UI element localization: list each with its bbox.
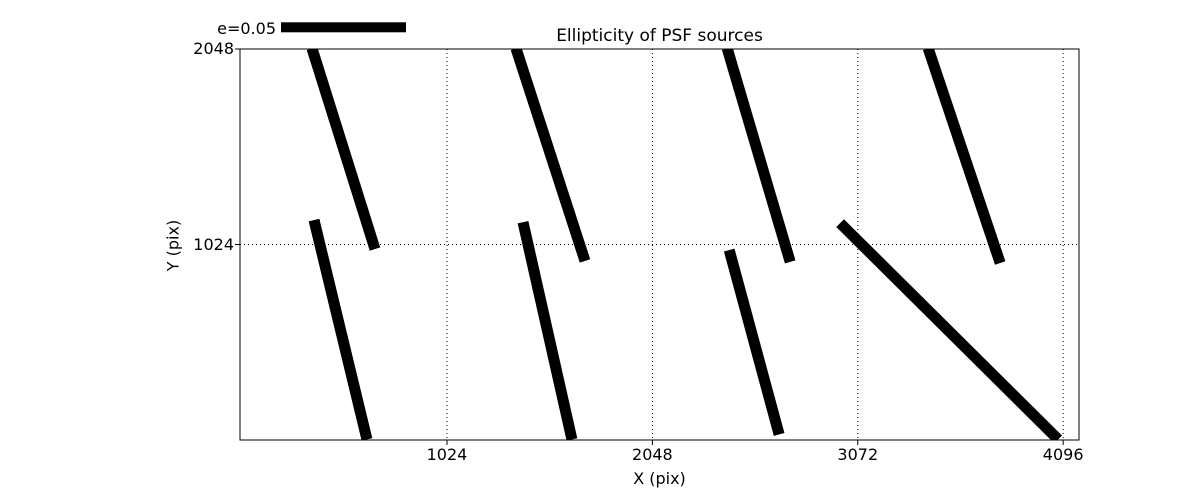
ellipticity-whisker (836, 219, 1063, 440)
x-tick-label: 4096 (1042, 445, 1084, 464)
legend-label: e=0.05 (217, 19, 276, 38)
ellipticity-whisker (723, 248, 785, 436)
whisker-group (306, 49, 1063, 440)
x-tick-label: 2048 (632, 445, 673, 464)
x-tick-label: 1024 (426, 445, 468, 464)
y-axis-label: Y (pix) (163, 219, 183, 272)
ellipticity-whisker (306, 49, 381, 251)
ellipticity-whisker (721, 49, 796, 264)
ellipticity-whisker (517, 220, 578, 440)
x-axis-label: X (pix) (633, 469, 686, 488)
y-tick-label: 1024 (193, 234, 234, 254)
x-tick-label: 3072 (837, 445, 879, 464)
ellipticity-whisker (308, 218, 373, 440)
plot-title: Ellipticity of PSF sources (556, 26, 763, 46)
y-tick-label: 2048 (193, 39, 234, 58)
legend-reference-bar (281, 22, 406, 33)
ellipticity-whisker (510, 49, 591, 263)
ellipticity-whisker (922, 49, 1006, 265)
